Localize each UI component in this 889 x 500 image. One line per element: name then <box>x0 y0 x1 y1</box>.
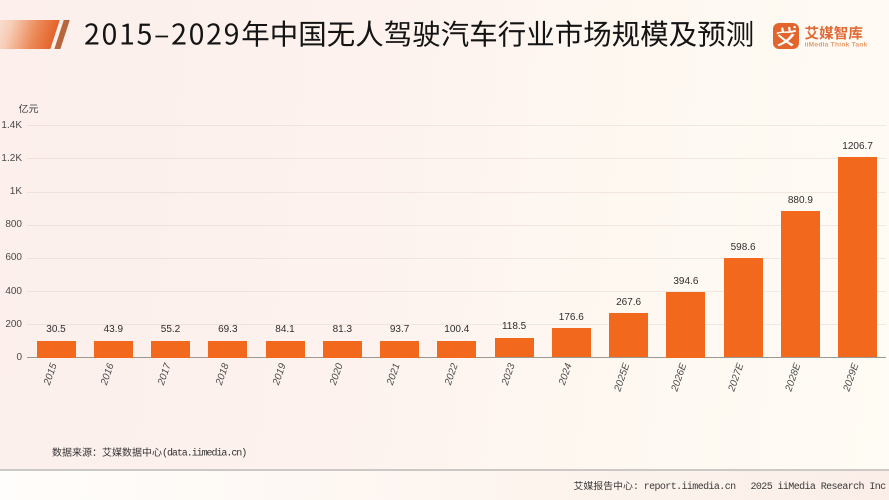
svg-text:(data.iimedia.cn): (data.iimedia.cn) <box>162 447 246 459</box>
svg-text:iiMedia Think Tank: iiMedia Think Tank <box>805 42 868 49</box>
